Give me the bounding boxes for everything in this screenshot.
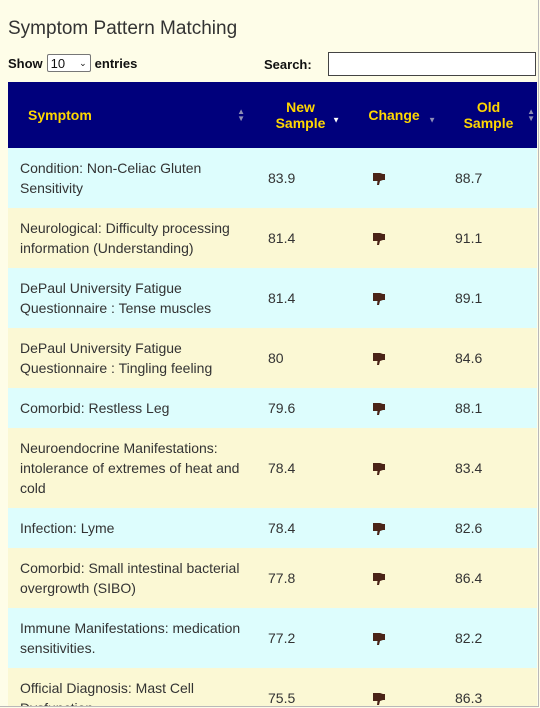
old-sample-cell: 88.1 bbox=[455, 400, 483, 416]
column-header-new-sample[interactable]: New Sample ▼ bbox=[253, 82, 348, 148]
sort-both-icon: ▲ ▼ bbox=[527, 107, 535, 123]
symptom-cell: Comorbid: Small intestinal bacterial ove… bbox=[20, 560, 240, 596]
change-cell bbox=[348, 208, 440, 268]
change-cell bbox=[348, 428, 440, 508]
thumbs-down-icon bbox=[373, 233, 385, 246]
new-sample-cell: 77.8 bbox=[268, 570, 296, 586]
thumbs-down-icon bbox=[373, 463, 385, 476]
column-header-old-sample[interactable]: Old Sample ▲ ▼ bbox=[440, 82, 537, 148]
entries-label: entries bbox=[94, 55, 138, 71]
table-body: Condition: Non-Celiac Gluten Sensitivity… bbox=[8, 148, 537, 706]
page-title: Symptom Pattern Matching bbox=[8, 18, 238, 39]
new-sample-cell: 81.4 bbox=[268, 230, 296, 246]
table-row: Infection: Lyme 78.4 82.6 bbox=[8, 508, 537, 548]
symptom-cell: Comorbid: Restless Leg bbox=[20, 400, 170, 416]
new-sample-cell: 80 bbox=[268, 350, 284, 366]
thumbs-down-icon bbox=[373, 173, 385, 186]
sort-both-icon: ▲ ▼ bbox=[237, 107, 245, 123]
column-header-symptom-label: Symptom bbox=[28, 107, 92, 123]
change-cell bbox=[348, 328, 440, 388]
thumbs-down-icon bbox=[373, 573, 385, 586]
table-controls: Show 10 ⌄ entries Search: bbox=[8, 52, 536, 78]
old-sample-cell: 86.4 bbox=[455, 570, 483, 586]
old-sample-cell: 82.2 bbox=[455, 630, 483, 646]
table-row: Condition: Non-Celiac Gluten Sensitivity… bbox=[8, 148, 537, 208]
new-sample-cell: 75.5 bbox=[268, 690, 296, 706]
thumbs-down-icon bbox=[373, 353, 385, 366]
table-row: Immune Manifestations: medication sensit… bbox=[8, 608, 537, 668]
change-cell bbox=[348, 668, 440, 706]
old-sample-cell: 84.6 bbox=[455, 350, 483, 366]
old-sample-cell: 89.1 bbox=[455, 290, 483, 306]
thumbs-down-icon bbox=[373, 633, 385, 646]
old-sample-cell: 82.6 bbox=[455, 520, 483, 536]
entries-select[interactable]: 10 ⌄ bbox=[46, 54, 91, 72]
new-sample-cell: 77.2 bbox=[268, 630, 296, 646]
search-label: Search: bbox=[264, 57, 312, 72]
sort-desc-icon: ▼ bbox=[428, 115, 436, 125]
symptom-table: Symptom ▲ ▼ New Sample ▼ Change ▼ Old Sampl… bbox=[8, 82, 537, 706]
change-cell bbox=[348, 148, 440, 208]
search-input[interactable] bbox=[328, 52, 536, 76]
length-control: Show 10 ⌄ entries bbox=[8, 54, 137, 72]
table-row: Comorbid: Restless Leg 79.6 88.1 bbox=[8, 388, 537, 428]
new-sample-cell: 83.9 bbox=[268, 170, 296, 186]
new-sample-cell: 81.4 bbox=[268, 290, 296, 306]
column-header-old-sample-label: Old Sample bbox=[463, 99, 514, 131]
change-cell bbox=[348, 388, 440, 428]
sort-desc-icon: ▼ bbox=[332, 115, 340, 125]
new-sample-cell: 78.4 bbox=[268, 520, 296, 536]
thumbs-down-icon bbox=[373, 523, 385, 536]
table-row: Official Diagnosis: Mast Cell Dysfunctio… bbox=[8, 668, 537, 706]
new-sample-cell: 78.4 bbox=[268, 460, 296, 476]
column-header-symptom[interactable]: Symptom ▲ ▼ bbox=[8, 82, 253, 148]
old-sample-cell: 86.3 bbox=[455, 690, 483, 706]
symptom-cell: Immune Manifestations: medication sensit… bbox=[20, 620, 241, 656]
table-row: DePaul University Fatigue Questionnaire … bbox=[8, 268, 537, 328]
symptom-cell: Neurological: Difficulty processing info… bbox=[20, 220, 230, 256]
table-row: DePaul University Fatigue Questionnaire … bbox=[8, 328, 537, 388]
table-row: Comorbid: Small intestinal bacterial ove… bbox=[8, 548, 537, 608]
show-label: Show bbox=[8, 55, 43, 71]
symptom-cell: Condition: Non-Celiac Gluten Sensitivity bbox=[20, 160, 202, 196]
change-cell bbox=[348, 508, 440, 548]
old-sample-cell: 91.1 bbox=[455, 230, 483, 246]
entries-select-value: 10 bbox=[50, 55, 66, 71]
symptom-cell: DePaul University Fatigue Questionnaire … bbox=[20, 280, 212, 316]
thumbs-down-icon bbox=[373, 403, 385, 416]
chevron-down-icon: ⌄ bbox=[79, 57, 87, 68]
symptom-cell: Official Diagnosis: Mast Cell Dysfunctio… bbox=[20, 680, 195, 706]
change-cell bbox=[348, 548, 440, 608]
thumbs-down-icon bbox=[373, 293, 385, 306]
column-header-new-sample-label: New Sample bbox=[275, 99, 326, 131]
symptom-cell: Infection: Lyme bbox=[20, 520, 115, 536]
change-cell bbox=[348, 268, 440, 328]
table-row: Neuroendocrine Manifestations: intoleran… bbox=[8, 428, 537, 508]
table-header-row: Symptom ▲ ▼ New Sample ▼ Change ▼ Old Sampl… bbox=[8, 82, 537, 148]
symptom-cell: Neuroendocrine Manifestations: intoleran… bbox=[20, 440, 240, 496]
thumbs-down-icon bbox=[373, 693, 385, 706]
column-header-change-label: Change bbox=[368, 107, 420, 123]
old-sample-cell: 88.7 bbox=[455, 170, 483, 186]
new-sample-cell: 79.6 bbox=[268, 400, 296, 416]
old-sample-cell: 83.4 bbox=[455, 460, 483, 476]
change-cell bbox=[348, 608, 440, 668]
table-row: Neurological: Difficulty processing info… bbox=[8, 208, 537, 268]
symptom-cell: DePaul University Fatigue Questionnaire … bbox=[20, 340, 213, 376]
column-header-change[interactable]: Change ▼ bbox=[348, 82, 440, 148]
